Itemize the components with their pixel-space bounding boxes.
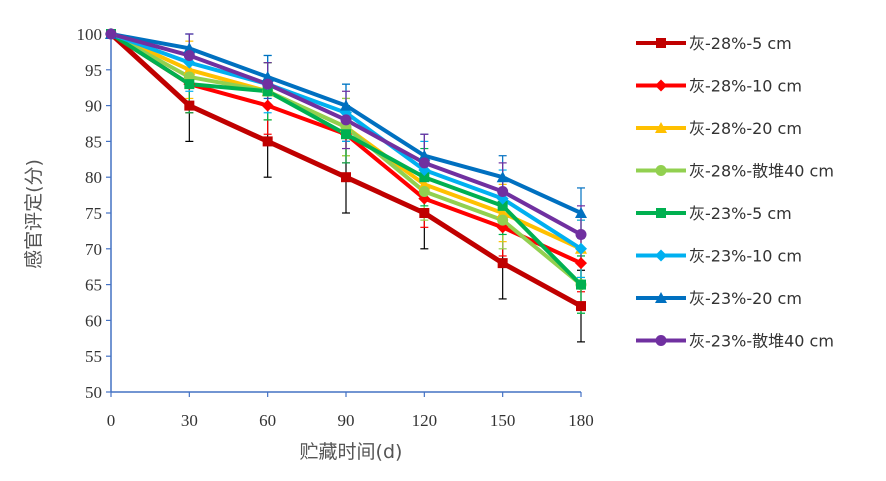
x-tick-label: 120 (412, 411, 438, 430)
x-tick-label: 30 (181, 411, 198, 430)
data-point (497, 214, 509, 226)
x-tick-label: 90 (338, 411, 355, 430)
x-tick-label: 60 (259, 411, 276, 430)
legend-label: 灰-23%-20 cm (689, 289, 802, 308)
y-tick-label: 90 (85, 97, 102, 116)
x-tick-label: 180 (568, 411, 594, 430)
y-tick-label: 95 (85, 61, 102, 80)
axes: 50 55 60 65 70 75 80 85 90 95 100 0 30 60 90 120 150 180 (77, 25, 594, 430)
data-point (184, 79, 195, 90)
legend-marker (655, 122, 667, 133)
legend-label: 灰-28%-5 cm (689, 34, 792, 53)
data-point (575, 242, 587, 255)
legend-label: 灰-28%-20 cm (689, 119, 802, 138)
y-tick-label: 85 (85, 132, 102, 151)
data-point (497, 258, 508, 269)
data-point (341, 172, 351, 183)
data-point (496, 207, 509, 218)
legend-marker (655, 249, 667, 262)
data-point (418, 149, 431, 161)
legend-marker (656, 38, 666, 48)
data-point (183, 49, 195, 61)
y-tick-label: 80 (85, 168, 102, 187)
y-tick-label: 65 (85, 276, 102, 295)
legend-label: 灰-23%-5 cm (689, 204, 792, 223)
data-point (576, 301, 586, 312)
legend-marker (655, 292, 667, 303)
legend-marker (655, 335, 667, 346)
x-tick-label: 150 (490, 411, 516, 430)
data-point (183, 63, 196, 75)
data-point (183, 42, 196, 54)
data-point (262, 136, 273, 147)
y-tick-label: 100 (77, 25, 103, 44)
data-point (261, 99, 274, 112)
data-point (262, 86, 273, 97)
x-axis-title: 贮藏时间(d) (300, 441, 403, 463)
data-point (340, 99, 352, 111)
y-axis-title: 感官评定(分) (23, 159, 45, 269)
y-tick-label: 50 (85, 383, 102, 402)
legend: 灰-28%-5 cm 灰-28%-10 cm 灰-28%-20 cm 灰-28%-散堆… (636, 34, 834, 351)
data-point (418, 178, 431, 190)
data-point (341, 129, 351, 140)
data-point (575, 207, 587, 218)
y-tick-label: 60 (85, 311, 102, 330)
data-point (497, 200, 508, 211)
data-point (418, 186, 430, 198)
legend-label: 灰-23%-散堆40 cm (689, 332, 834, 351)
data-point (261, 70, 274, 82)
data-point (575, 228, 587, 240)
series-markers (105, 28, 587, 312)
legend-label: 灰-23%-10 cm (689, 247, 802, 266)
y-tick-label: 75 (85, 204, 102, 223)
data-point (575, 257, 587, 270)
data-point (418, 157, 430, 169)
data-point (419, 172, 430, 183)
y-tick-label: 70 (85, 240, 102, 259)
x-tick-label: 0 (107, 411, 116, 430)
data-point (340, 114, 352, 126)
legend-marker (655, 79, 667, 92)
legend-label: 灰-28%-散堆40 cm (689, 162, 834, 181)
data-point (184, 100, 195, 111)
data-point (497, 186, 509, 198)
data-point (105, 28, 117, 40)
data-point (496, 171, 509, 183)
data-point (576, 279, 586, 290)
y-tick-label: 55 (85, 347, 102, 366)
data-point (262, 78, 274, 90)
legend-label: 灰-28%-10 cm (689, 77, 802, 96)
legend-marker (655, 165, 667, 176)
legend-marker (656, 208, 666, 218)
data-point (419, 208, 430, 218)
